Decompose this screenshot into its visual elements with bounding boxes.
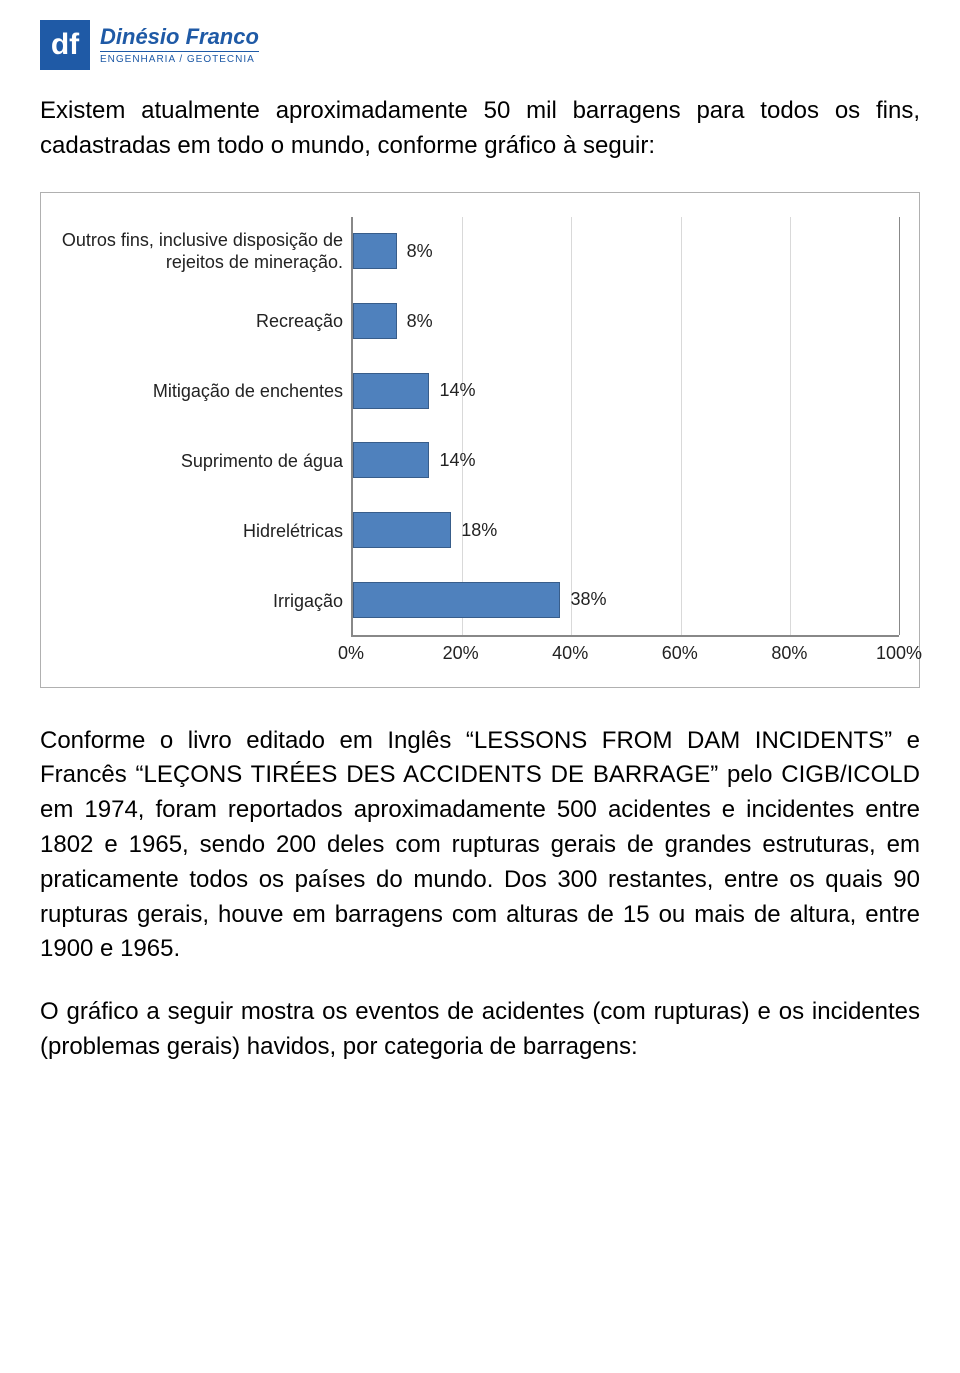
y-label: Suprimento de água [61, 427, 343, 497]
logo-name: Dinésio Franco [100, 25, 259, 49]
closing-paragraph: O gráfico a seguir mostra os eventos de … [40, 995, 920, 1065]
bar-row: 14% [353, 426, 899, 496]
body-paragraph: Conforme o livro editado em Inglês “LESS… [40, 724, 920, 968]
logo-mark: df [40, 20, 90, 70]
bar [353, 582, 560, 618]
bar-value-label: 8% [407, 311, 433, 332]
bar [353, 303, 397, 339]
chart-y-labels: Outros fins, inclusive disposição de rej… [61, 217, 351, 637]
chart-x-axis: 0% 20% 40% 60% 80% 100% [351, 643, 899, 671]
bar-value-label: 8% [407, 241, 433, 262]
chart-plot-area: 8% 8% 14% 14% [351, 217, 899, 637]
x-tick: 100% [876, 643, 922, 664]
bar-chart: Outros fins, inclusive disposição de rej… [40, 192, 920, 688]
x-tick: 60% [662, 643, 698, 664]
bar-row: 8% [353, 286, 899, 356]
bar-value-label: 14% [439, 380, 475, 401]
x-tick: 80% [771, 643, 807, 664]
logo-subtitle: ENGENHARIA / GEOTECNIA [100, 51, 259, 65]
bar-row: 18% [353, 495, 899, 565]
y-label: Recreação [61, 287, 343, 357]
x-tick: 0% [338, 643, 364, 664]
bar-value-label: 38% [570, 589, 606, 610]
bar-row: 14% [353, 356, 899, 426]
y-label: Mitigação de enchentes [61, 357, 343, 427]
bar [353, 233, 397, 269]
y-label: Hidrelétricas [61, 497, 343, 567]
x-tick: 40% [552, 643, 588, 664]
logo-text: Dinésio Franco ENGENHARIA / GEOTECNIA [100, 25, 259, 65]
bar-row: 38% [353, 565, 899, 635]
bar [353, 442, 429, 478]
bar-value-label: 14% [439, 450, 475, 471]
bar [353, 373, 429, 409]
x-tick: 20% [443, 643, 479, 664]
y-label: Outros fins, inclusive disposição de rej… [61, 217, 343, 287]
bar-value-label: 18% [461, 520, 497, 541]
intro-paragraph: Existem atualmente aproximadamente 50 mi… [40, 94, 920, 164]
bar [353, 512, 451, 548]
brand-header: df Dinésio Franco ENGENHARIA / GEOTECNIA [40, 20, 920, 70]
y-label: Irrigação [61, 567, 343, 637]
bar-row: 8% [353, 217, 899, 287]
